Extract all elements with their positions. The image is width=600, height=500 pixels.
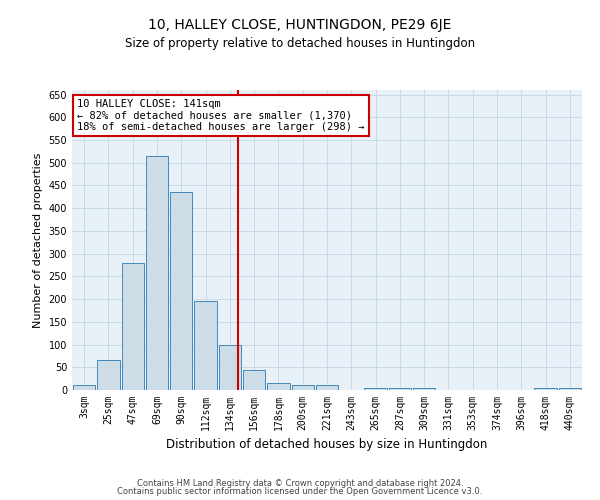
Bar <box>389 388 411 390</box>
Text: Size of property relative to detached houses in Huntingdon: Size of property relative to detached ho… <box>125 38 475 51</box>
X-axis label: Distribution of detached houses by size in Huntingdon: Distribution of detached houses by size … <box>166 438 488 452</box>
Bar <box>170 192 193 390</box>
Bar <box>97 360 119 390</box>
Bar <box>73 386 95 390</box>
Bar <box>364 388 387 390</box>
Text: 10, HALLEY CLOSE, HUNTINGDON, PE29 6JE: 10, HALLEY CLOSE, HUNTINGDON, PE29 6JE <box>148 18 452 32</box>
Y-axis label: Number of detached properties: Number of detached properties <box>33 152 43 328</box>
Bar <box>413 388 436 390</box>
Bar <box>194 302 217 390</box>
Bar <box>122 262 144 390</box>
Bar <box>559 388 581 390</box>
Bar <box>146 156 168 390</box>
Text: 10 HALLEY CLOSE: 141sqm
← 82% of detached houses are smaller (1,370)
18% of semi: 10 HALLEY CLOSE: 141sqm ← 82% of detache… <box>77 99 365 132</box>
Bar <box>316 386 338 390</box>
Bar <box>292 386 314 390</box>
Text: Contains HM Land Registry data © Crown copyright and database right 2024.: Contains HM Land Registry data © Crown c… <box>137 478 463 488</box>
Bar <box>267 383 290 390</box>
Bar <box>535 388 557 390</box>
Text: Contains public sector information licensed under the Open Government Licence v3: Contains public sector information licen… <box>118 487 482 496</box>
Bar <box>218 344 241 390</box>
Bar <box>243 370 265 390</box>
